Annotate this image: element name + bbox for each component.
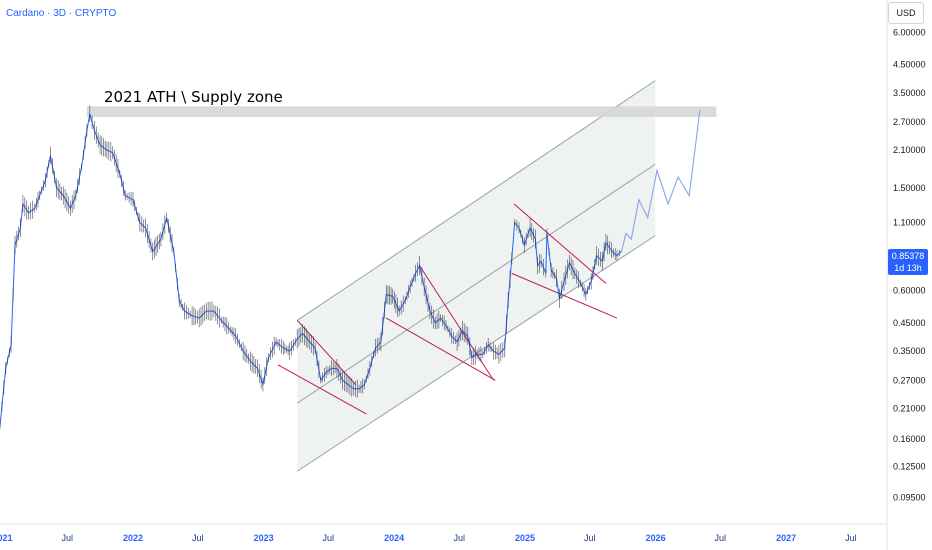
channel-upper-line [296,80,656,321]
wedge-line-6 [511,272,618,319]
supply-zone-rect [86,106,717,118]
time-tick-label: Jul [845,533,857,543]
time-tick-label: Jul [323,533,335,543]
supply-zone-annotation[interactable]: 2021 ATH \ Supply zone [104,88,283,106]
time-axis[interactable]: 2021 Jul 2022 Jul 2023 Jul 2024 Jul 2025 Jul 2026 J… [0,533,857,543]
time-tick-label: Jul [715,533,727,543]
candle-layer [0,105,620,429]
channel-mid-line [296,163,656,404]
projection-layer [621,110,701,252]
wedge-line-1 [296,320,356,385]
price-tick-label: 6.00000 [893,27,926,37]
price-axis[interactable]: 6.00000 4.50000 3.50000 2.70000 2.10000 1.500… [893,27,926,502]
time-tick-label: Jul [192,533,204,543]
price-tick-label: 0.45000 [893,318,926,328]
channel-fill [297,80,656,472]
time-tick-label: 2027 [776,533,796,543]
price-tick-label: 2.10000 [893,145,926,155]
price-tick-label: 3.50000 [893,88,926,98]
time-tick-label: Jul [453,533,465,543]
time-tick-label: 2023 [254,533,274,543]
time-tick-label: 2025 [515,533,535,543]
price-tick-label: 2.70000 [893,117,926,127]
time-tick-label: 2026 [646,533,666,543]
price-tick-label: 0.16000 [893,434,926,444]
last-price-value: 0.85378 [891,251,925,261]
price-tick-label: 0.12500 [893,462,926,472]
time-tick-label: 2024 [384,533,404,543]
price-line [0,113,622,426]
supply-zone-layer [86,106,717,118]
time-tick-label: 2021 [0,533,13,543]
wedge-line-4 [386,317,496,381]
price-series-layer [0,113,622,426]
price-tick-label: 1.50000 [893,183,926,193]
currency-button[interactable]: USD [888,2,924,24]
time-tick-label: 2022 [123,533,143,543]
symbol-title[interactable]: Cardano · 3D · CRYPTO [6,8,117,19]
price-tick-label: 0.09500 [893,493,926,503]
projection-path [621,110,701,252]
price-tick-label: 4.50000 [893,60,926,70]
time-tick-label: Jul [61,533,73,543]
price-tick-label: 0.27000 [893,375,926,385]
price-tick-label: 0.60000 [893,286,926,296]
last-price-badge: 0.85378 1d 13h [888,249,928,275]
wedge-line-5 [513,203,607,284]
wedge-line-2 [277,364,367,415]
price-tick-label: 0.21000 [893,404,926,414]
time-tick-label: Jul [584,533,596,543]
bar-countdown: 1d 13h [894,263,922,273]
price-tick-label: 1.10000 [893,218,926,228]
price-tick-label: 0.35000 [893,346,926,356]
